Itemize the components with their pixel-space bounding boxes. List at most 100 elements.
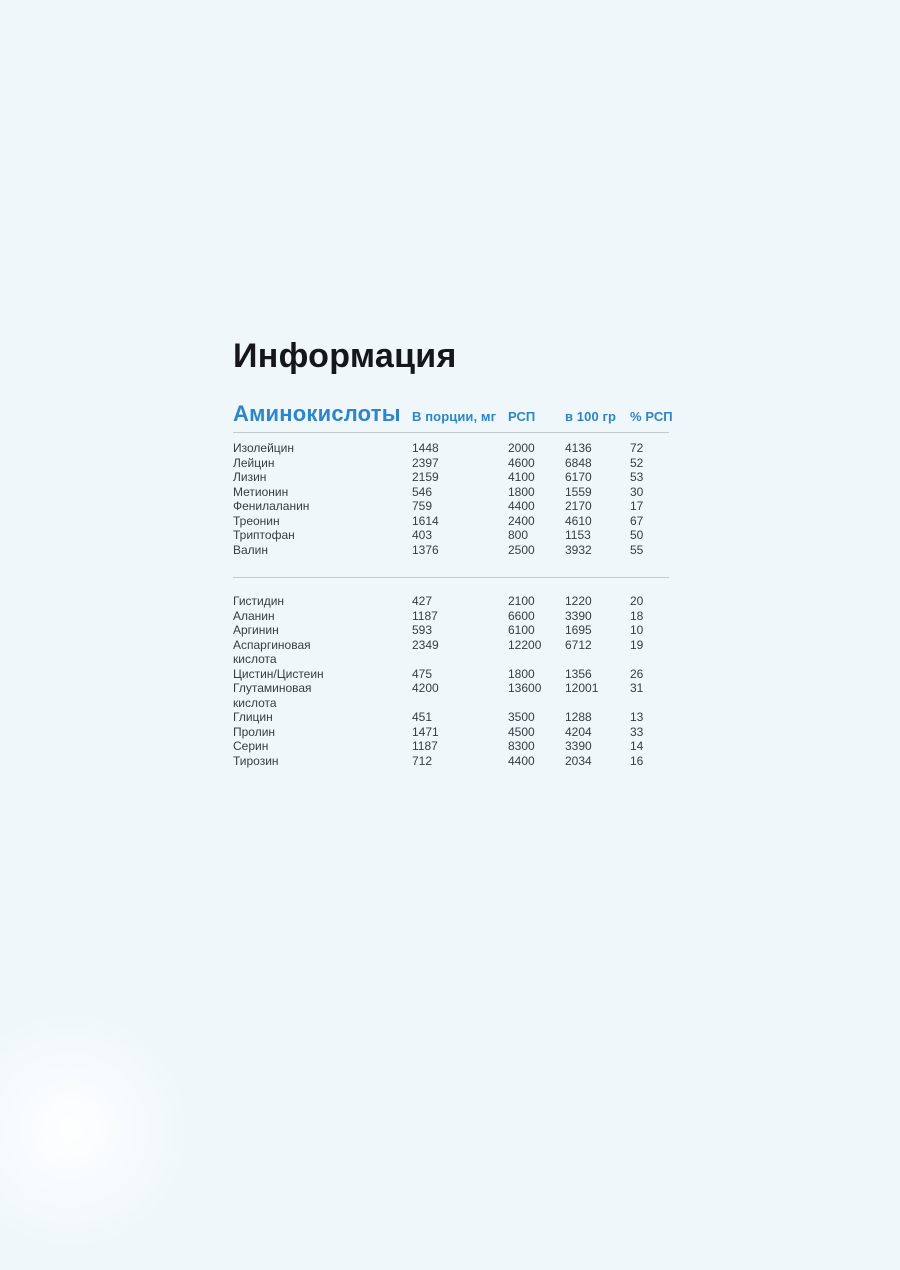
cell-per-100g: 1356 [565, 666, 592, 681]
cell-per-serving: 1471 [412, 724, 439, 739]
cell-pct-rsp: 55 [630, 542, 644, 557]
table-row: Валин 1376 2500 3932 55 [233, 543, 669, 558]
table-group-essential: Изолейцин 1448 2000 4136 72 Лейцин 2397 4600 684… [233, 441, 669, 557]
cell-pct-rsp: 30 [630, 484, 644, 499]
table-row: Лейцин 2397 4600 6848 52 [233, 456, 669, 471]
table-row: Гистидин 427 2100 1220 20 [233, 594, 669, 609]
cell-per-100g: 3390 [565, 608, 592, 623]
cell-pct-rsp: 52 [630, 455, 644, 470]
cell-pct-rsp: 10 [630, 623, 644, 637]
cell-name: Валин [233, 542, 269, 557]
cell-rsp: 2000 [508, 441, 535, 455]
table-row: Аргинин 593 6100 1695 10 [233, 623, 669, 638]
cell-per-100g: 6170 [565, 470, 592, 484]
cell-name: Метионин [233, 484, 289, 499]
cell-rsp: 1800 [508, 666, 535, 681]
cell-pct-rsp: 17 [630, 499, 644, 513]
cell-name: Глутаминовая кислота [233, 681, 312, 710]
cell-pct-rsp: 13 [630, 710, 644, 724]
cell-rsp: 6600 [508, 608, 535, 623]
cell-per-serving: 1448 [412, 441, 439, 455]
cell-per-serving: 451 [412, 710, 433, 724]
table-row: Глицин 451 3500 1288 13 [233, 710, 669, 725]
cell-per-100g: 6712 [565, 637, 592, 652]
cell-rsp: 4100 [508, 470, 535, 484]
cell-per-100g: 1220 [565, 594, 592, 608]
cell-pct-rsp: 26 [630, 666, 644, 681]
cell-per-100g: 4204 [565, 724, 592, 739]
cell-per-100g: 1288 [565, 710, 592, 724]
column-header-pct-rsp: % РСП [630, 409, 673, 424]
cell-rsp: 4500 [508, 724, 535, 739]
cell-name: Треонин [233, 513, 280, 528]
cell-name: Пролин [233, 724, 276, 739]
cell-name: Гистидин [233, 594, 285, 608]
cell-pct-rsp: 14 [630, 739, 644, 753]
cell-per-100g: 2170 [565, 499, 592, 513]
cell-pct-rsp: 16 [630, 753, 644, 768]
cell-name: Аспаргиновая кислота [233, 637, 311, 667]
cell-pct-rsp: 19 [630, 637, 644, 652]
cell-per-serving: 1187 [412, 739, 438, 753]
table-row: Глутаминовая кислота 4200 13600 12001 31 [233, 681, 669, 710]
cell-per-100g: 2034 [565, 753, 592, 768]
cell-rsp: 800 [508, 528, 529, 542]
cell-per-serving: 2349 [412, 637, 439, 652]
cell-pct-rsp: 18 [630, 608, 644, 623]
table-section-title: Аминокислоты [233, 401, 401, 426]
cell-name: Лейцин [233, 455, 275, 470]
cell-name: Аланин [233, 608, 275, 623]
cell-per-serving: 2397 [412, 455, 439, 470]
cell-name: Глицин [233, 710, 273, 724]
cell-rsp: 2100 [508, 594, 535, 608]
cell-rsp: 4400 [508, 499, 535, 513]
cell-rsp: 12200 [508, 637, 542, 652]
product-info-panel: Информация Аминокислоты В порции, мг РСП… [233, 337, 673, 768]
table-row: Цистин/Цистеин 475 1800 1356 26 [233, 667, 669, 682]
table-group-nonessential: Гистидин 427 2100 1220 20 Аланин 1187 6600 3390 1… [233, 594, 669, 768]
column-header-per-100g: в 100 гр [565, 409, 617, 424]
cell-pct-rsp: 50 [630, 528, 644, 542]
cell-pct-rsp: 72 [630, 441, 644, 455]
cell-name: Триптофан [233, 528, 295, 542]
cell-rsp: 2400 [508, 513, 535, 528]
table-row: Пролин 1471 4500 4204 33 [233, 725, 669, 740]
cell-rsp: 4400 [508, 753, 535, 768]
table-row: Изолейцин 1448 2000 4136 72 [233, 441, 669, 456]
table-row: Триптофан 403 800 1153 50 [233, 528, 669, 543]
cell-per-100g: 4136 [565, 441, 592, 455]
cell-name: Изолейцин [233, 441, 294, 455]
page-title: Информация [233, 337, 457, 375]
cell-per-serving: 593 [412, 623, 433, 637]
cell-name: Лизин [233, 470, 267, 484]
cell-pct-rsp: 33 [630, 724, 644, 739]
cell-name: Тирозин [233, 753, 279, 768]
amino-acids-table: Аминокислоты В порции, мг РСП в 100 гр %… [233, 401, 673, 768]
cell-pct-rsp: 20 [630, 594, 644, 608]
cell-rsp: 1800 [508, 484, 535, 499]
cell-pct-rsp: 31 [630, 681, 644, 695]
cell-per-100g: 1695 [565, 623, 592, 637]
table-row: Треонин 1614 2400 4610 67 [233, 514, 669, 529]
cell-per-100g: 1559 [565, 484, 592, 499]
column-header-per-serving: В порции, мг [412, 409, 497, 424]
cell-per-100g: 3932 [565, 542, 592, 557]
table-row: Лизин 2159 4100 6170 53 [233, 470, 669, 485]
cell-pct-rsp: 53 [630, 470, 644, 484]
cell-per-serving: 475 [412, 666, 433, 681]
table-row: Серин 1187 8300 3390 14 [233, 739, 669, 754]
cell-name: Серин [233, 739, 269, 753]
table-row: Фенилаланин 759 4400 2170 17 [233, 499, 669, 514]
cell-per-serving: 2159 [412, 470, 439, 484]
cell-rsp: 8300 [508, 739, 535, 753]
cell-name: Аргинин [233, 623, 279, 637]
table-header-row: Аминокислоты В порции, мг РСП в 100 гр %… [233, 401, 673, 433]
cell-per-serving: 759 [412, 499, 433, 513]
table-row: Тирозин 712 4400 2034 16 [233, 754, 669, 769]
corner-glow-decoration [0, 990, 210, 1270]
column-header-rsp: РСП [508, 409, 536, 424]
table-row: Аспаргиновая кислота 2349 12200 6712 19 [233, 638, 669, 667]
cell-rsp: 13600 [508, 681, 542, 695]
cell-rsp: 6100 [508, 623, 535, 637]
cell-per-100g: 3390 [565, 739, 592, 753]
